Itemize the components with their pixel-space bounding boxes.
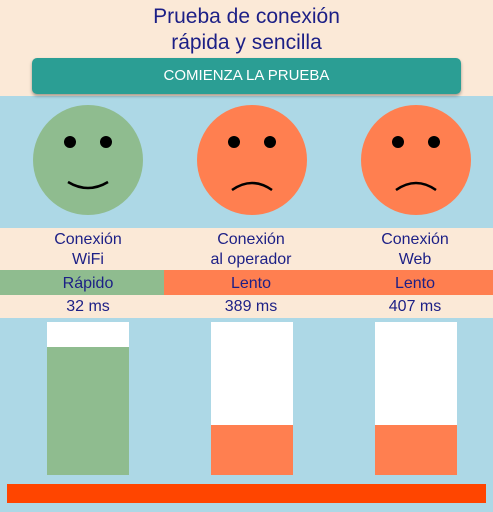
latency: 389 ms	[224, 298, 278, 315]
status-label: Lento	[230, 275, 272, 292]
status-bg	[164, 270, 493, 295]
column-label: al operador	[210, 251, 292, 268]
latency: 32 ms	[66, 298, 110, 315]
status-bg	[0, 270, 164, 295]
face-sad	[197, 105, 307, 215]
start-button[interactable]: COMIENZA LA PRUEBA	[32, 58, 461, 94]
column-label: Web	[398, 251, 432, 268]
column-label: Conexión	[381, 231, 449, 248]
column-label: Conexión	[217, 231, 285, 248]
column-label: WiFi	[72, 251, 104, 268]
face-happy	[33, 105, 143, 215]
gauge	[47, 322, 129, 475]
progress-bar	[7, 484, 486, 503]
title-line: rápida y sencilla	[171, 31, 322, 54]
face-sad	[361, 105, 471, 215]
title-line: Prueba de conexión	[153, 5, 340, 28]
gauge	[211, 322, 293, 475]
status-label: Rápido	[62, 275, 114, 292]
faces	[33, 105, 471, 215]
column-label: Conexión	[54, 231, 122, 248]
latency: 407 ms	[388, 298, 442, 315]
gauge	[375, 322, 457, 475]
status-label: Lento	[394, 275, 436, 292]
